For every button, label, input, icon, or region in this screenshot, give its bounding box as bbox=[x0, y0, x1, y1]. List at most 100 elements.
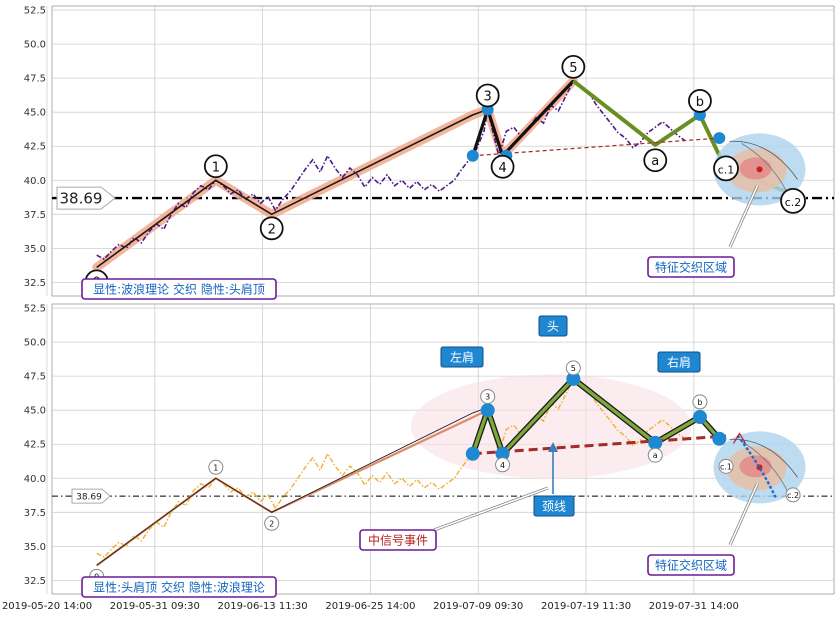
y-tick-label: 42.5 bbox=[24, 142, 46, 153]
y-tick-label: 32.5 bbox=[24, 576, 46, 587]
wave-label: b bbox=[697, 398, 702, 407]
wave-marker-2 bbox=[264, 515, 280, 531]
y-tick-label: 52.5 bbox=[24, 6, 46, 17]
key-point bbox=[466, 149, 479, 162]
y-tick-label: 35.0 bbox=[24, 244, 46, 255]
interaction-zone-center bbox=[756, 166, 763, 173]
wave-3-4-segment bbox=[471, 79, 575, 158]
wave-label: 2 bbox=[269, 519, 274, 528]
price-level-arrow bbox=[56, 186, 116, 210]
left-shoulder-label: 左肩 bbox=[450, 350, 474, 365]
x-tick-label: 2019-06-13 11:30 bbox=[218, 601, 308, 612]
wave-label: 3 bbox=[485, 392, 490, 401]
zone-arc bbox=[729, 438, 798, 478]
zone-label: 特征交织区域 bbox=[655, 558, 727, 573]
y-tick-label: 37.5 bbox=[24, 210, 46, 221]
y-tick-label: 32.5 bbox=[24, 278, 46, 289]
wave-label: b bbox=[696, 95, 704, 110]
wave-marker-b bbox=[688, 89, 712, 113]
y-tick-label: 37.5 bbox=[24, 508, 46, 519]
bottom-panel: 32.5 35.0 37.5 40.0 42.5 45.0 47.5 50.0 52.5 38.6… bbox=[24, 304, 835, 598]
y-tick-label: 35.0 bbox=[24, 542, 46, 553]
y-tick-label: 50.0 bbox=[24, 338, 46, 349]
wave-label: 5 bbox=[569, 61, 577, 76]
wave-marker-1 bbox=[203, 154, 228, 179]
key-point bbox=[713, 132, 726, 145]
head-label-box bbox=[538, 315, 568, 337]
x-tick-label: 2019-06-25 14:00 bbox=[325, 601, 415, 612]
wave-label: c.1 bbox=[718, 163, 735, 176]
key-point bbox=[712, 431, 727, 446]
caption-box bbox=[81, 576, 277, 598]
wave-marker-4 bbox=[495, 457, 511, 473]
zone-label-box bbox=[647, 256, 735, 278]
y-tick-label: 45.0 bbox=[24, 406, 46, 417]
wave-label: 3 bbox=[484, 89, 492, 104]
wave-marker-1 bbox=[208, 459, 224, 475]
left-shoulder-label-box bbox=[440, 346, 484, 368]
interaction-zone-inner bbox=[739, 455, 772, 478]
wave-marker-3 bbox=[480, 388, 496, 404]
wave-label: 2 bbox=[268, 222, 276, 237]
zone-label-box bbox=[647, 554, 735, 576]
zone-marker bbox=[733, 432, 747, 444]
caption-box bbox=[81, 278, 277, 300]
x-tick-label: 2019-07-09 09:30 bbox=[433, 601, 523, 612]
zone-pointer bbox=[729, 185, 759, 248]
wave-label: c.1 bbox=[720, 462, 732, 471]
key-point bbox=[495, 446, 510, 461]
caption-text: 显性:波浪理论 交织 隐性:头肩顶 bbox=[93, 282, 265, 297]
wave-label: 1 bbox=[212, 160, 220, 175]
wave-marker-2 bbox=[259, 216, 284, 241]
wave-marker-5 bbox=[561, 54, 586, 79]
right-shoulder-label-box bbox=[657, 351, 701, 373]
price-level-arrow bbox=[71, 488, 111, 504]
wave-marker-c-2 bbox=[785, 487, 801, 503]
y-tick-label: 40.0 bbox=[24, 474, 46, 485]
wave-label: 5 bbox=[571, 364, 576, 373]
event-label-box bbox=[359, 529, 437, 551]
zone-pointer bbox=[729, 483, 759, 546]
price-series-line bbox=[96, 79, 686, 261]
x-tick-label: 2019-05-20 14:00 bbox=[2, 601, 92, 612]
x-tick-label: 2019-07-31 14:00 bbox=[649, 601, 739, 612]
x-tick-label: 2019-05-31 09:30 bbox=[110, 601, 200, 612]
wave-label: 1 bbox=[213, 463, 218, 472]
zone-arc bbox=[729, 140, 798, 180]
key-point bbox=[692, 410, 707, 425]
y-tick-label: 40.0 bbox=[24, 176, 46, 187]
zone-arc bbox=[741, 441, 788, 492]
key-point bbox=[465, 446, 480, 461]
y-tick-label: 47.5 bbox=[24, 372, 46, 383]
wave-label: 4 bbox=[500, 461, 505, 470]
zone-arc bbox=[741, 143, 788, 194]
y-tick-label: 50.0 bbox=[24, 40, 46, 51]
neckline bbox=[472, 434, 727, 456]
key-point bbox=[480, 403, 495, 418]
right-shoulder-label: 右肩 bbox=[667, 355, 691, 370]
price-level-label: 38.69 bbox=[60, 190, 103, 208]
plot-frame bbox=[51, 5, 835, 297]
key-point bbox=[648, 435, 663, 450]
y-tick-label: 42.5 bbox=[24, 440, 46, 451]
wave-marker-b bbox=[692, 394, 708, 410]
head-label: 头 bbox=[547, 320, 559, 334]
y-tick-label: 47.5 bbox=[24, 74, 46, 85]
wave-marker-4 bbox=[490, 154, 515, 179]
event-label: 中信号事件 bbox=[368, 533, 428, 548]
neckline-label: 颈线 bbox=[542, 500, 566, 514]
wave-marker-c-1 bbox=[718, 458, 734, 474]
wave-marker-c-1 bbox=[713, 155, 739, 182]
y-tick-label: 45.0 bbox=[24, 108, 46, 119]
wave-marker-a bbox=[647, 447, 663, 463]
price-level-label: 38.69 bbox=[76, 493, 102, 503]
wave-label: 4 bbox=[498, 161, 506, 176]
caption-text: 显性:头肩顶 交织 隐性:波浪理论 bbox=[93, 580, 265, 595]
neckline bbox=[472, 137, 720, 157]
wave-label: c.2 bbox=[785, 196, 802, 209]
wave-label: a bbox=[653, 451, 658, 460]
wave-marker-5 bbox=[565, 360, 581, 376]
y-tick-label: 52.5 bbox=[24, 304, 46, 315]
zone-label: 特征交织区域 bbox=[655, 260, 727, 275]
